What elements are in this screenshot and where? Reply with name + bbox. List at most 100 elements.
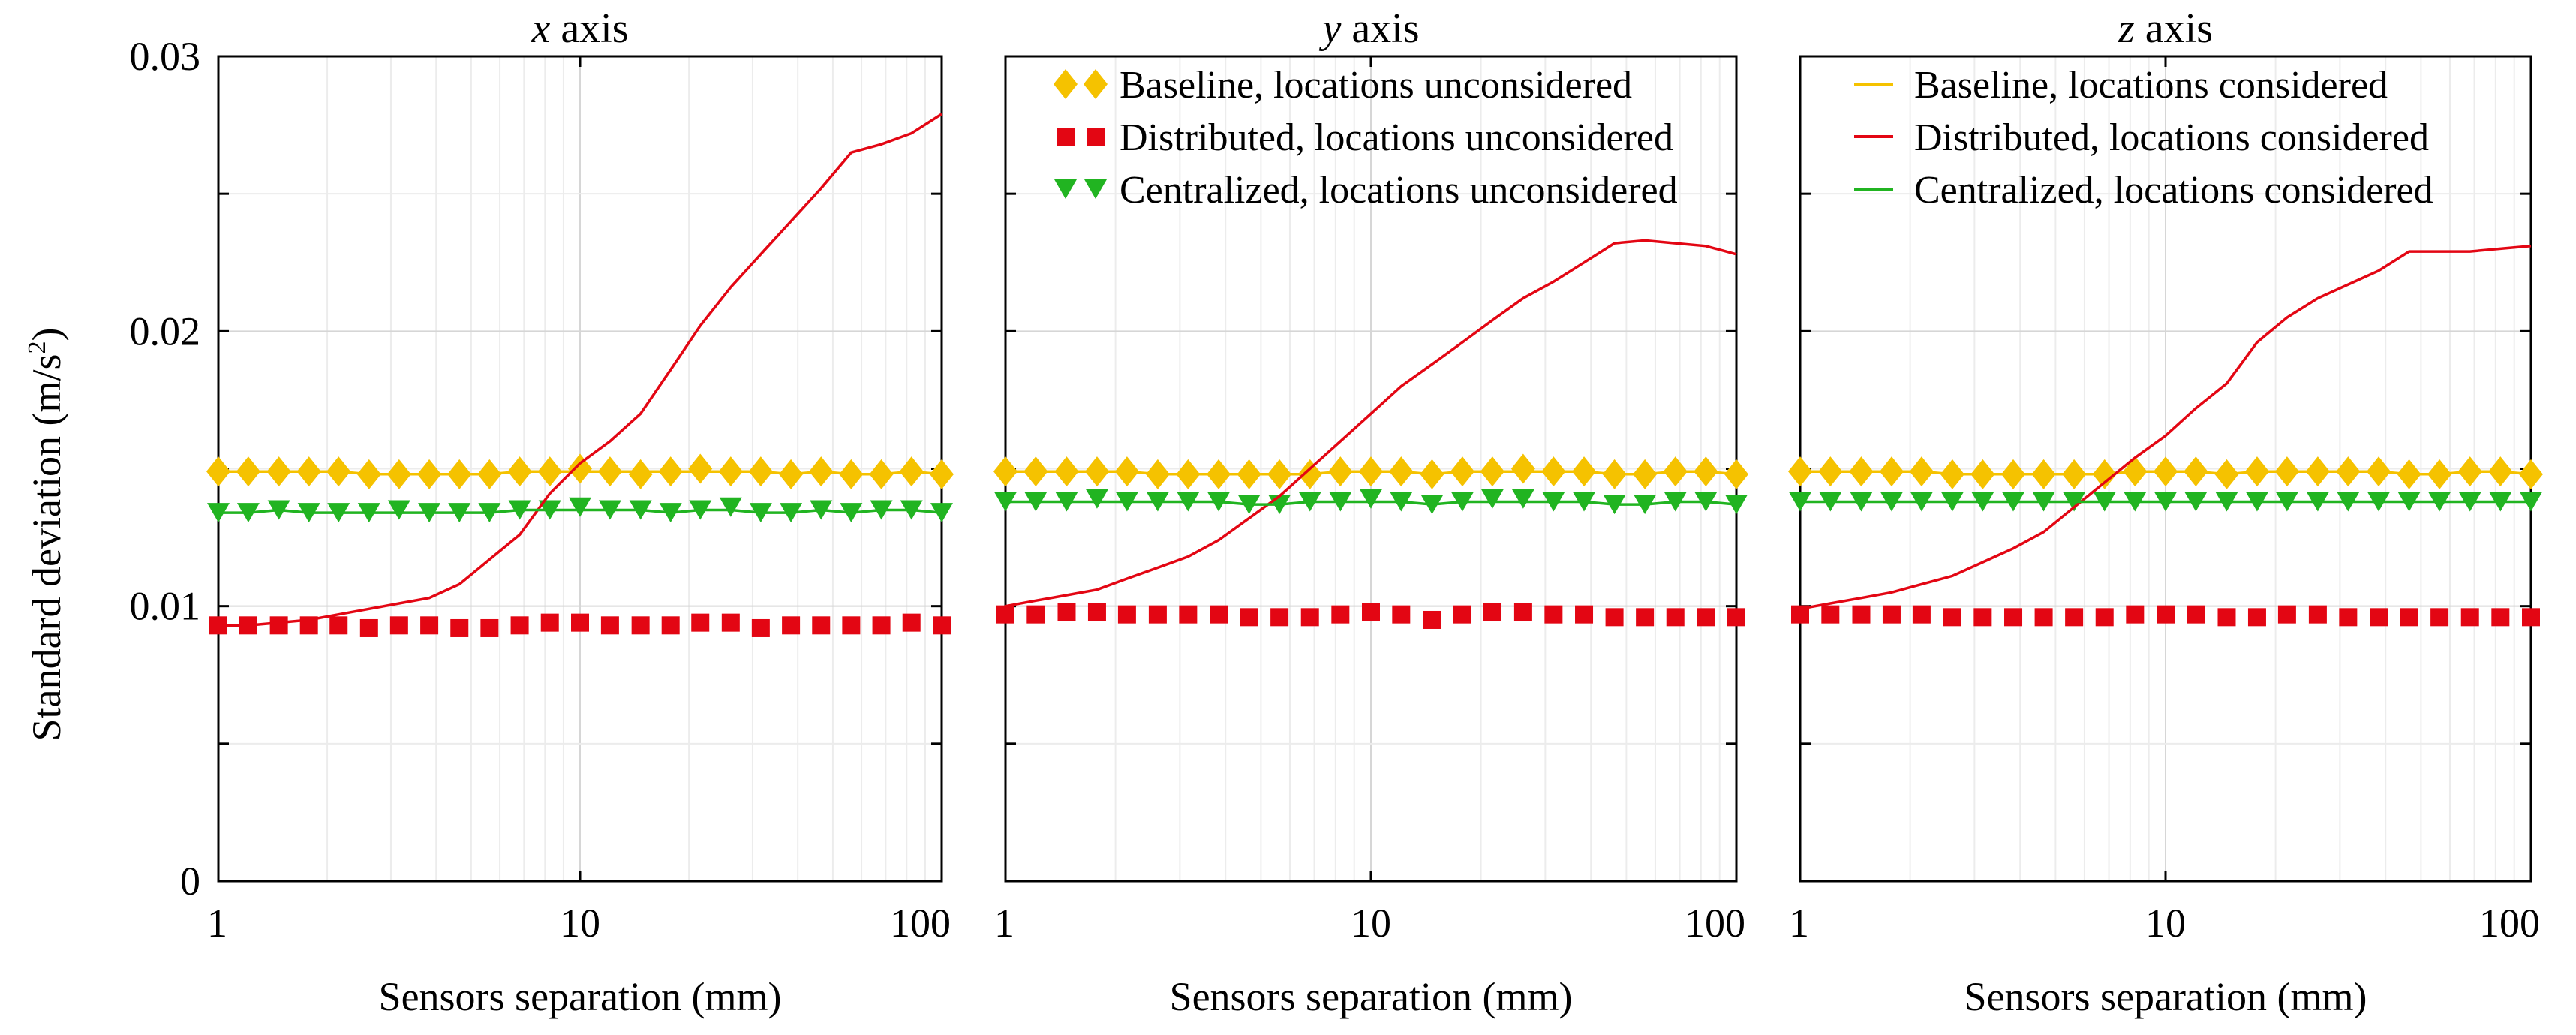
- data-point: [872, 616, 891, 635]
- data-point: [269, 616, 288, 635]
- data-point: [2491, 608, 2510, 627]
- data-point: [1362, 602, 1380, 621]
- data-point: [1513, 602, 1532, 621]
- x-tick-label: 10: [2145, 901, 2186, 946]
- data-point: [1480, 489, 1504, 509]
- data-point: [2430, 608, 2449, 627]
- data-point: [2460, 608, 2479, 627]
- data-point: [1453, 605, 1471, 624]
- data-point: [569, 497, 591, 517]
- y-axis-label: Standard deviation (m/s2): [23, 328, 69, 742]
- series-line-baseline-locations-considered: [1800, 470, 2532, 476]
- series-line-baseline-locations-considered: [218, 470, 942, 476]
- data-point: [1270, 608, 1289, 627]
- legend-label: Centralized, locations unconsidered: [1120, 169, 1678, 212]
- data-point: [2519, 459, 2543, 489]
- series-group: [206, 113, 954, 637]
- legend-label: Centralized, locations considered: [1914, 169, 2433, 212]
- data-point: [450, 618, 469, 637]
- data-point: [1057, 602, 1076, 621]
- data-point: [600, 616, 619, 635]
- data-point: [2157, 605, 2175, 624]
- panel-title-axis: z: [2118, 5, 2135, 52]
- data-point: [1605, 608, 1624, 627]
- data-point: [480, 618, 499, 637]
- data-point: [1511, 489, 1534, 509]
- y-tick-label: 0.03: [130, 34, 201, 79]
- panel-title-text: axis: [2135, 5, 2213, 52]
- legend: Baseline, locations considered Distribute…: [1854, 64, 2433, 212]
- data-point: [329, 616, 348, 635]
- x-axis-label: Sensors separation (mm): [379, 974, 782, 1019]
- data-point: [688, 453, 713, 484]
- data-point: [1300, 608, 1319, 627]
- data-point: [1544, 605, 1563, 624]
- panel-title-axis: x: [531, 5, 550, 52]
- data-point: [628, 459, 653, 489]
- data-point: [661, 616, 680, 635]
- legend-marker: [1084, 69, 1108, 99]
- data-point: [1636, 608, 1655, 627]
- data-point: [510, 616, 529, 635]
- data-point: [751, 618, 770, 637]
- data-point: [2308, 605, 2327, 624]
- panel-2: 1 10 100 z axis Sensors separation (mm) Basel…: [1788, 5, 2543, 1019]
- data-point: [1026, 605, 1045, 624]
- data-point: [1087, 602, 1106, 621]
- series-line-distributed-locations-considered: [218, 113, 942, 627]
- data-point: [930, 503, 953, 523]
- data-point: [1852, 605, 1871, 624]
- y-axis-label-main: Standard deviation (m/s: [24, 354, 69, 742]
- data-point: [1331, 605, 1350, 624]
- data-point: [2370, 608, 2388, 627]
- data-point: [1882, 605, 1901, 624]
- data-point: [812, 616, 831, 635]
- legend-marker: [1054, 69, 1078, 99]
- series-line-distributed-locations-considered: [1005, 239, 1737, 608]
- data-point: [721, 613, 740, 632]
- series-line-distributed-locations-considered: [1799, 245, 2532, 611]
- data-point: [1724, 459, 1748, 489]
- data-point: [2339, 608, 2358, 627]
- data-point: [782, 616, 801, 635]
- y-tick-label: 0.01: [130, 584, 201, 629]
- data-point: [2217, 608, 2236, 627]
- data-point: [1575, 605, 1594, 624]
- x-tick-label: 10: [1351, 901, 1391, 946]
- legend-label: Baseline, locations unconsidered: [1120, 64, 1632, 107]
- x-tick-label: 1: [1789, 901, 1809, 946]
- data-point: [1510, 453, 1535, 484]
- data-point: [568, 453, 592, 484]
- data-point: [1117, 605, 1136, 624]
- data-point: [359, 618, 378, 637]
- legend-label: Distributed, locations unconsidered: [1120, 116, 1673, 159]
- data-point: [2247, 608, 2266, 627]
- series-line-centralized-locations-considered: [1005, 500, 1737, 506]
- data-point: [2034, 608, 2053, 627]
- series-distributed-locations-unconsidered: [996, 602, 1745, 629]
- data-point: [1973, 608, 1992, 627]
- data-point: [2126, 605, 2145, 624]
- panel-title: z axis: [2118, 5, 2213, 52]
- data-point: [1085, 489, 1108, 509]
- data-point: [1943, 608, 1961, 627]
- series-line-centralized-locations-considered: [218, 508, 942, 514]
- x-axis-label: Sensors separation (mm): [1964, 974, 2367, 1019]
- data-point: [631, 616, 650, 635]
- legend: Baseline, locations unconsidered Distribu…: [1054, 64, 1678, 212]
- data-point: [2187, 605, 2205, 624]
- x-tick-label: 100: [890, 901, 951, 946]
- legend-marker: [1054, 179, 1077, 199]
- data-point: [2065, 608, 2084, 627]
- data-point: [1725, 495, 1748, 515]
- data-point: [902, 613, 921, 632]
- data-point: [420, 616, 439, 635]
- x-tick-label: 100: [1685, 901, 1745, 946]
- legend-marker: [1057, 128, 1075, 146]
- x-tick-label: 10: [560, 901, 600, 946]
- data-point: [1727, 608, 1745, 627]
- y-axis-label-end: ): [24, 328, 69, 341]
- data-point: [1912, 605, 1931, 624]
- data-point: [2522, 608, 2540, 627]
- panel-0: 0 0.01 0.02 0.03 1 10 100 x axis Sensors separat…: [130, 5, 954, 1019]
